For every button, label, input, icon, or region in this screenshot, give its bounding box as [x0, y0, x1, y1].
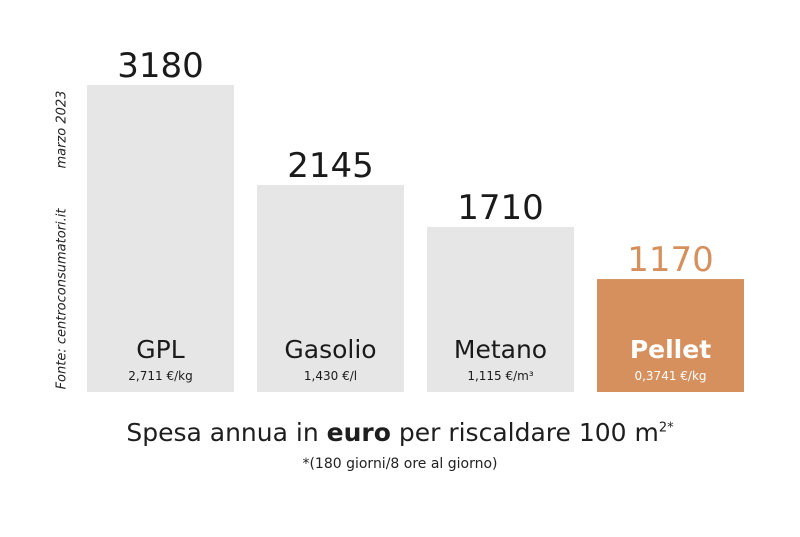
unit-price-pellet: 0,3741 €/kg: [634, 369, 706, 383]
unit-price-metano: 1,115 €/m³: [467, 369, 534, 383]
category-label-gasolio: Gasolio: [284, 335, 376, 364]
caption-bold: euro: [326, 418, 391, 447]
value-label-pellet: 1170: [627, 240, 714, 280]
source-date: marzo 2023: [54, 90, 70, 169]
category-label-pellet: Pellet: [630, 335, 711, 364]
footnote: *(180 giorni/8 ore al giorno): [302, 456, 498, 472]
unit-price-gasolio: 1,430 €/l: [304, 369, 357, 383]
value-label-metano: 1710: [457, 188, 544, 228]
value-label-gasolio: 2145: [287, 146, 374, 186]
caption-pre: Spesa annua in: [126, 418, 327, 447]
caption-sup: 2*: [658, 420, 674, 436]
value-label-gpl: 3180: [117, 46, 204, 86]
bar-pellet: [597, 279, 744, 392]
source-text: Fonte: centroconsumatori.it: [54, 208, 70, 390]
caption-post: per riscaldare 100 m: [390, 418, 659, 447]
bar-gpl: [87, 85, 234, 392]
category-label-gpl: GPL: [136, 335, 184, 364]
chart-caption: Spesa annua in euro per riscaldare 100 m…: [0, 418, 800, 447]
bar-gasolio: [257, 184, 404, 392]
bar-metano: [427, 226, 574, 392]
source-note: Fonte: centroconsumatori.it marzo 2023: [55, 91, 70, 390]
category-label-metano: Metano: [454, 335, 547, 364]
unit-price-gpl: 2,711 €/kg: [128, 369, 192, 383]
